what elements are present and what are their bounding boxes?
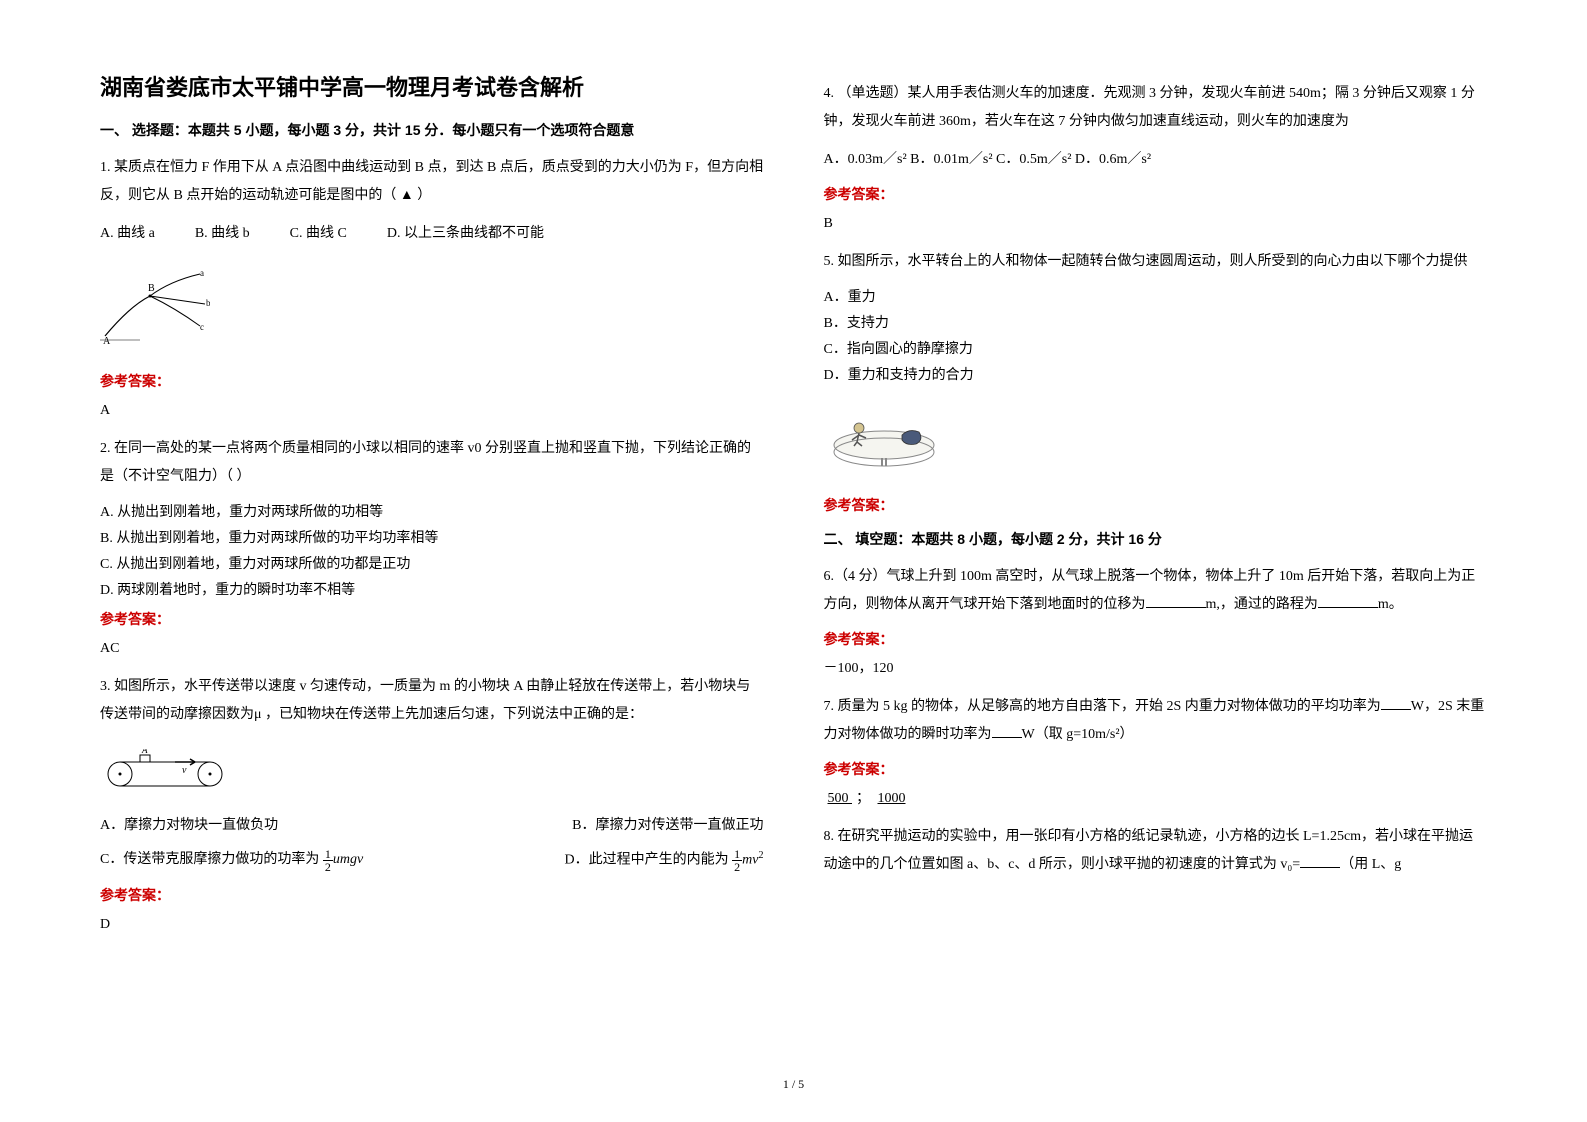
q5-answer-label: 参考答案： — [824, 495, 1488, 515]
question-6: 6.（4 分）气球上升到 100m 高空时，从气球上脱落一个物体，物体上升了 1… — [824, 563, 1488, 619]
q1-opt-a: A. 曲线 a — [100, 220, 155, 248]
q6-stem-3: m。 — [1378, 597, 1403, 612]
q5-diagram — [824, 400, 954, 475]
right-column: 4. （单选题）某人用手表估测火车的加速度．先观测 3 分钟，发现火车前进 54… — [824, 70, 1488, 949]
q7-answer-2: 1000 — [874, 791, 910, 806]
q7-stem-3: W（取 g=10m/s²） — [1022, 727, 1134, 742]
svg-text:v: v — [182, 765, 187, 776]
q8-stem-2: （用 L、g — [1340, 857, 1401, 872]
q7-stem-1: 7. 质量为 5 kg 的物体，从足够高的地方自由落下，开始 2S 内重力对物体… — [824, 699, 1381, 714]
q2-answer: AC — [100, 635, 764, 663]
page-footer: 1 / 5 — [0, 1077, 1587, 1092]
q6-stem-2: m,，通过的路程为 — [1206, 597, 1318, 612]
question-4-options: A．0.03m／s² B．0.01m／s² C．0.5m／s² D．0.6m／s… — [824, 146, 1488, 174]
q7-answer-label: 参考答案： — [824, 759, 1488, 779]
question-1-stem: 1. 某质点在恒力 F 作用下从 A 点沿图中曲线运动到 B 点，到达 B 点后… — [100, 154, 764, 210]
q2-answer-label: 参考答案： — [100, 609, 764, 629]
q6-answer: －100，120 — [824, 655, 1488, 683]
question-1-options: A. 曲线 a B. 曲线 b C. 曲线 C D. 以上三条曲线都不可能 — [100, 220, 764, 248]
q3-answer: D — [100, 911, 764, 939]
q7-answer: 500 ； 1000 — [824, 785, 1488, 813]
q5-opt-c: C．指向圆心的静摩擦力 — [824, 338, 1488, 358]
q5-opt-b: B．支持力 — [824, 312, 1488, 332]
q4-answer: B — [824, 210, 1488, 238]
q7-answer-sep: ； — [856, 791, 870, 806]
q6-answer-label: 参考答案： — [824, 629, 1488, 649]
q2-opt-d: D. 两球刚着地时，重力的瞬时功率不相等 — [100, 579, 764, 599]
q1-opt-c: C. 曲线 C — [290, 220, 347, 248]
q6-blank-1 — [1146, 593, 1206, 608]
q1-opt-d: D. 以上三条曲线都不可能 — [387, 220, 544, 248]
q7-blank-1 — [1381, 695, 1411, 710]
q1-answer: A — [100, 397, 764, 425]
question-3-stem: 3. 如图所示，水平传送带以速度 v 匀速传动，一质量为 m 的小物块 A 由静… — [100, 673, 764, 729]
section-2-header: 二、 填空题：本题共 8 小题，每小题 2 分，共计 16 分 — [824, 529, 1488, 549]
svg-text:a: a — [200, 268, 204, 278]
q3-opt-b: B．摩擦力对传送带一直做正功 — [572, 812, 763, 840]
question-2-stem: 2. 在同一高处的某一点将两个质量相同的小球以相同的速率 v0 分别竖直上抛和竖… — [100, 435, 764, 491]
q5-opt-d: D．重力和支持力的合力 — [824, 364, 1488, 384]
q3-answer-label: 参考答案： — [100, 885, 764, 905]
q8-blank-1 — [1300, 853, 1340, 868]
question-5-stem: 5. 如图所示，水平转台上的人和物体一起随转台做匀速圆周运动，则人所受到的向心力… — [824, 248, 1488, 276]
q3-opt-d: D．此过程中产生的内能为 12mv2 — [565, 846, 764, 875]
q5-opt-a: A．重力 — [824, 286, 1488, 306]
svg-text:b: b — [206, 298, 210, 308]
q3-diagram: A v — [100, 749, 240, 794]
question-3-options: A．摩擦力对物块一直做负功 B．摩擦力对传送带一直做正功 C．传送带克服摩擦力做… — [100, 812, 764, 875]
question-8: 8. 在研究平抛运动的实验中，用一张印有小方格的纸记录轨迹，小方格的边长 L=1… — [824, 823, 1488, 879]
svg-text:B: B — [148, 283, 155, 294]
left-column: 湖南省娄底市太平铺中学高一物理月考试卷含解析 一、 选择题：本题共 5 小题，每… — [100, 70, 764, 949]
q7-answer-1: 500 — [824, 791, 857, 806]
section-1-header: 一、 选择题：本题共 5 小题，每小题 3 分，共计 15 分．每小题只有一个选… — [100, 120, 764, 140]
q2-opt-b: B. 从抛出到刚着地，重力对两球所做的功平均功率相等 — [100, 527, 764, 547]
q3-opt-c: C．传送带克服摩擦力做功的功率为 12umgv — [100, 846, 363, 874]
q1-opt-b: B. 曲线 b — [195, 220, 250, 248]
q1-answer-label: 参考答案： — [100, 371, 764, 391]
q1-diagram: A B a b c — [100, 266, 210, 351]
svg-text:c: c — [200, 322, 204, 332]
q4-answer-label: 参考答案： — [824, 184, 1488, 204]
q3-opt-a: A．摩擦力对物块一直做负功 — [100, 812, 278, 840]
q7-blank-2 — [992, 723, 1022, 738]
question-4-stem: 4. （单选题）某人用手表估测火车的加速度．先观测 3 分钟，发现火车前进 54… — [824, 80, 1488, 136]
svg-text:A: A — [103, 336, 111, 346]
q2-opt-c: C. 从抛出到刚着地，重力对两球所做的功都是正功 — [100, 553, 764, 573]
question-7: 7. 质量为 5 kg 的物体，从足够高的地方自由落下，开始 2S 内重力对物体… — [824, 693, 1488, 749]
q6-blank-2 — [1318, 593, 1378, 608]
svg-text:A: A — [141, 749, 148, 755]
q2-opt-a: A. 从抛出到刚着地，重力对两球所做的功相等 — [100, 501, 764, 521]
exam-title: 湖南省娄底市太平铺中学高一物理月考试卷含解析 — [100, 70, 764, 102]
